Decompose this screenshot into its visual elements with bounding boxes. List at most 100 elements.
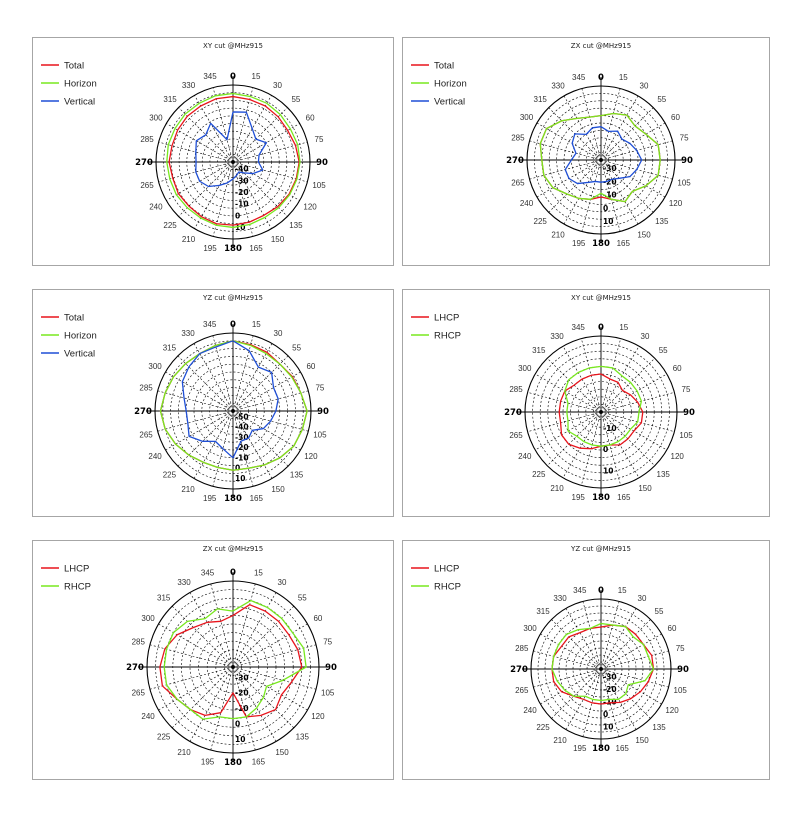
radial-tick-label: -10	[603, 191, 617, 200]
angle-tick-label: 270	[504, 408, 522, 418]
angle-tick-label: 0	[230, 72, 236, 82]
angle-tick-label: 240	[518, 452, 532, 461]
angle-tick-label: 90	[316, 158, 328, 168]
angle-tick-label: 180	[224, 494, 242, 504]
angle-tick-label: 0	[598, 73, 604, 83]
series-line-vertical	[564, 126, 643, 185]
angle-tick-label: 270	[135, 158, 153, 168]
legend-label: LHCP	[434, 313, 459, 324]
radial-tick-label: -10	[235, 453, 249, 462]
angle-tick-label: 150	[638, 484, 652, 493]
angle-tick-label: 55	[291, 95, 300, 104]
radial-tick-label: 0	[235, 719, 240, 728]
angle-tick-label: 270	[134, 407, 152, 417]
angle-tick-label: 345	[573, 586, 587, 595]
legend-label: Horizon	[64, 331, 97, 342]
series-line-rhcp	[564, 365, 643, 447]
radial-tick-label: -20	[603, 177, 617, 186]
angle-tick-label: 225	[163, 221, 177, 230]
angle-tick-label: 150	[271, 485, 285, 494]
angle-tick-label: 330	[181, 329, 195, 338]
angle-tick-label: 120	[304, 452, 318, 461]
angle-tick-label: 265	[509, 431, 523, 440]
series-line-horizon	[159, 340, 308, 471]
angle-tick-label: 75	[680, 134, 689, 143]
polar-grid	[146, 324, 320, 498]
chart-title: XY cut @MHz915	[571, 294, 631, 302]
legend-label: LHCP	[434, 564, 459, 575]
angle-tick-label: 315	[163, 95, 177, 104]
series-line-total	[159, 340, 308, 471]
series-line-rhcp	[163, 599, 307, 720]
angle-tick-label: 105	[679, 431, 693, 440]
angle-tick-label: 90	[325, 663, 337, 673]
angle-tick-label: 180	[592, 744, 610, 754]
angle-tick-label: 195	[572, 239, 586, 248]
chart-title: ZX cut @MHz915	[203, 545, 263, 553]
legend-label: RHCP	[434, 331, 461, 342]
angle-tick-label: 135	[296, 732, 310, 741]
radial-tick-label: -20	[235, 443, 249, 452]
series-line-horizon	[539, 112, 661, 203]
angle-tick-label: 315	[534, 95, 548, 104]
angle-tick-label: 315	[163, 343, 177, 352]
angle-tick-label: 135	[657, 470, 671, 479]
series-line-total	[168, 95, 300, 226]
angle-tick-label: 15	[618, 586, 627, 595]
angle-tick-label: 30	[641, 332, 650, 341]
angle-tick-label: 15	[254, 568, 263, 577]
angle-tick-label: 105	[321, 688, 335, 697]
legend-label: RHCP	[64, 582, 91, 593]
legend-label: Horizon	[64, 79, 97, 90]
angle-tick-label: 120	[311, 712, 325, 721]
radial-tick-label: -30	[603, 673, 617, 682]
angle-tick-label: 150	[271, 235, 285, 244]
angle-tick-label: 330	[177, 578, 191, 587]
angle-tick-label: 60	[313, 614, 322, 623]
legend-label: Horizon	[434, 79, 467, 90]
radial-tick-label: -20	[603, 685, 617, 694]
angle-tick-label: 55	[655, 607, 664, 616]
angle-tick-label: 135	[289, 221, 303, 230]
chart-panel-yz-cut-cp: YZ cut @MHz915 0 15 30 55 60 75 90 105 120 135 150 1…	[402, 540, 770, 780]
angle-tick-label: 240	[149, 203, 163, 212]
angle-tick-label: 0	[598, 323, 604, 333]
angle-tick-label: 330	[551, 82, 565, 91]
angle-tick-label: 330	[182, 81, 196, 90]
angle-tick-label: 150	[637, 231, 651, 240]
angle-tick-label: 180	[224, 244, 242, 254]
angle-tick-label: 55	[292, 343, 301, 352]
angle-tick-label: 195	[203, 244, 217, 253]
angle-tick-label: 225	[163, 471, 177, 480]
angle-tick-label: 165	[252, 758, 266, 767]
angle-tick-label: 150	[635, 736, 649, 745]
angle-tick-label: 120	[303, 203, 317, 212]
angle-tick-label: 210	[551, 231, 565, 240]
angle-tick-label: 345	[203, 72, 217, 81]
radial-tick-label: 0	[235, 464, 240, 473]
chart-title: YZ cut @MHz915	[202, 294, 263, 302]
radial-tick-label: 10	[235, 735, 245, 744]
chart-title: ZX cut @MHz915	[571, 42, 631, 50]
angle-tick-label: 15	[619, 323, 628, 332]
radial-tick-label: -30	[235, 673, 249, 682]
angle-tick-label: 285	[511, 134, 525, 143]
angle-tick-label: 210	[553, 736, 567, 745]
angle-tick-label: 345	[203, 320, 217, 329]
radial-tick-label: -30	[603, 164, 617, 173]
angle-tick-label: 30	[274, 329, 283, 338]
angle-tick-label: 315	[532, 346, 546, 355]
angle-tick-label: 345	[572, 323, 586, 332]
radial-tick-label: -40	[235, 423, 249, 432]
legend-label: RHCP	[434, 582, 461, 593]
chart-panel-xy-cut-cp: XY cut @MHz915 0 15 30 55 60 75 90 105 120 135 150 1…	[402, 289, 770, 517]
angle-tick-label: 240	[523, 706, 537, 715]
chart-title: XY cut @MHz915	[203, 42, 263, 50]
angle-tick-label: 300	[518, 364, 532, 373]
chart-panel-zx-cut-cp: ZX cut @MHz915 0 15 30 55 60 75 90 105 120 135 150 1…	[32, 540, 394, 780]
angle-tick-label: 75	[676, 644, 685, 653]
legend-label: Total	[434, 61, 454, 72]
